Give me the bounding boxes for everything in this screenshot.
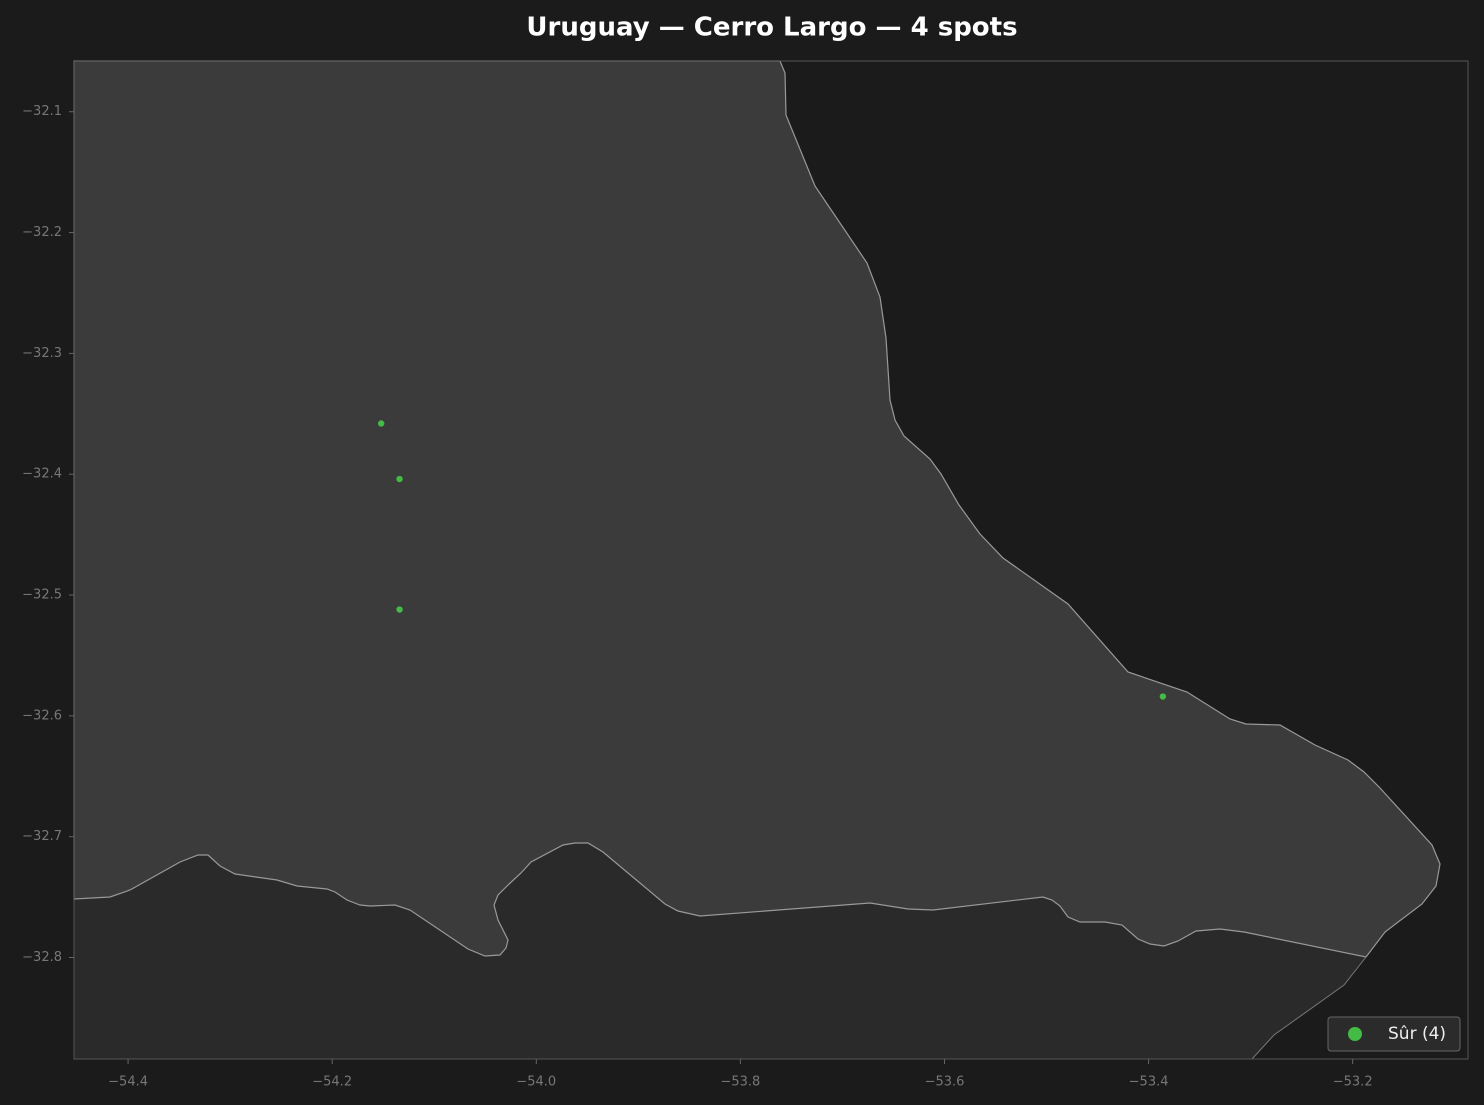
legend-label: Sûr (4) <box>1388 1024 1446 1044</box>
y-tick-label: −32.2 <box>22 225 62 240</box>
legend-box <box>1327 1016 1461 1052</box>
spot <box>377 420 385 427</box>
y-tick-label: −32.1 <box>22 104 62 119</box>
region-cerro-largo <box>73 60 1441 958</box>
x-tick-label: −53.6 <box>925 1075 965 1090</box>
legend-marker <box>1348 1027 1362 1041</box>
x-tick-label: −53.2 <box>1333 1075 1373 1090</box>
y-tick-label: −32.3 <box>22 346 62 361</box>
y-tick-label: −32.4 <box>22 467 62 482</box>
legend: Sûr (4) <box>1327 1016 1461 1052</box>
y-tick-label: −32.6 <box>22 708 62 723</box>
border-line <box>1251 956 1367 1060</box>
x-tick-label: −54.0 <box>516 1075 556 1090</box>
x-tick-label: −54.2 <box>312 1075 352 1090</box>
x-tick-label: −54.4 <box>108 1075 148 1090</box>
chart-title: Uruguay — Cerro Largo — 4 spots <box>526 13 1017 43</box>
plot-frame <box>73 60 1469 1060</box>
x-tick-label: −53.8 <box>720 1075 760 1090</box>
x-tick-label: −53.4 <box>1129 1075 1169 1090</box>
spot <box>396 475 403 483</box>
spot <box>1159 693 1167 700</box>
spot <box>396 606 403 613</box>
y-tick-label: −32.8 <box>22 950 62 965</box>
y-tick-label: −32.7 <box>22 829 62 844</box>
map <box>73 60 1441 1060</box>
y-tick-label: −32.5 <box>22 588 62 603</box>
